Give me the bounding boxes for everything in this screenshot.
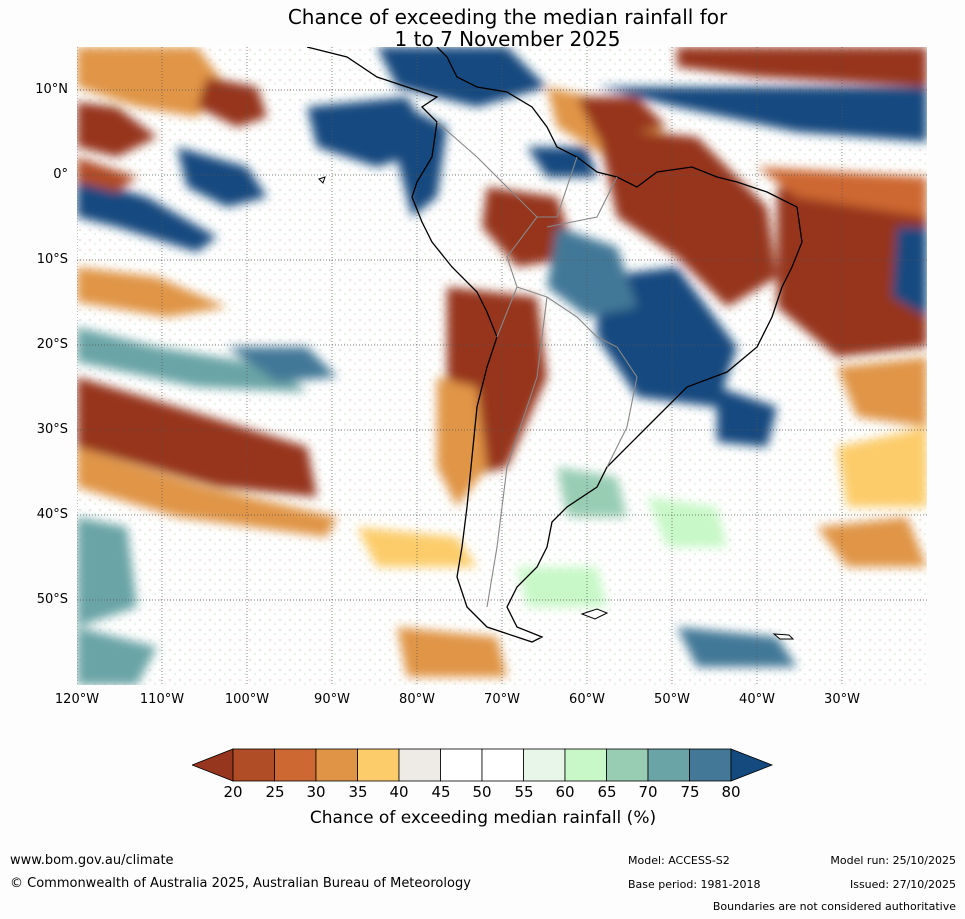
- colorbar-tick: 70: [638, 783, 658, 801]
- lon-label: 110°W: [139, 692, 185, 707]
- lon-label: 100°W: [224, 692, 270, 707]
- model-name: Model: ACCESS-S2: [628, 854, 730, 867]
- south-georgia: [772, 633, 795, 640]
- lat-label: 10°S: [36, 252, 68, 267]
- map-title-line1: Chance of exceeding the median rainfall …: [287, 5, 728, 29]
- colorbar-tick: 20: [223, 783, 243, 801]
- colorbar-cell: [357, 748, 400, 782]
- boundaries-disclaimer: Boundaries are not considered authoritat…: [712, 900, 956, 913]
- colorbar-cell: [232, 748, 275, 782]
- colorbar-tick: 65: [597, 783, 617, 801]
- lon-label: 60°W: [569, 692, 605, 707]
- rainfall-anomaly-fields: [77, 47, 927, 685]
- colorbar-cell: [606, 748, 649, 782]
- country-borders: [436, 121, 638, 608]
- colorbar-label: Chance of exceeding median rainfall (%): [309, 808, 657, 828]
- colorbar-cell: [481, 748, 524, 782]
- lon-label: 70°W: [484, 692, 520, 707]
- colorbar-tick: 60: [555, 783, 575, 801]
- colorbar-cell: [440, 748, 483, 782]
- rainfall-probability-map: [77, 47, 927, 685]
- website-link[interactable]: www.bom.gov.au/climate: [10, 853, 174, 868]
- colorbar-tick: 75: [680, 783, 700, 801]
- colorbar-tick: 35: [348, 783, 368, 801]
- lon-label: 90°W: [314, 692, 350, 707]
- colorbar-extend-low: [192, 748, 234, 782]
- colorbar-tick: 25: [265, 783, 285, 801]
- lat-label: 50°S: [36, 592, 68, 607]
- colorbar-cell: [689, 748, 732, 782]
- lon-label: 80°W: [399, 692, 435, 707]
- lat-label: 10°N: [35, 82, 68, 97]
- colorbar-cell: [274, 748, 317, 782]
- colorbar-cell: [647, 748, 690, 782]
- colorbar-tick: 80: [721, 783, 741, 801]
- colorbar-cell: [523, 748, 566, 782]
- falkland-islands: [580, 608, 609, 620]
- lat-label: 0°: [53, 167, 68, 182]
- colorbar-cell: [564, 748, 607, 782]
- lon-label: 40°W: [739, 692, 775, 707]
- base-period: Base period: 1981-2018: [628, 878, 761, 891]
- colorbar-tick: 40: [389, 783, 409, 801]
- colorbar-tick: 30: [306, 783, 326, 801]
- lon-label: 120°W: [54, 692, 100, 707]
- lon-label: 30°W: [824, 692, 860, 707]
- lat-label: 20°S: [36, 337, 68, 352]
- copyright-text: © Commonwealth of Australia 2025, Austra…: [10, 876, 471, 891]
- colorbar: [192, 748, 774, 782]
- colorbar-extend-high: [730, 748, 774, 782]
- coastline: [306, 47, 803, 643]
- colorbar-tick: 50: [472, 783, 492, 801]
- graticule: [77, 47, 927, 685]
- issued-date: Issued: 27/10/2025: [849, 878, 956, 891]
- colorbar-tick: 45: [431, 783, 451, 801]
- colorbar-tick: 55: [514, 783, 534, 801]
- lat-label: 30°S: [36, 422, 68, 437]
- map-title-line2: 1 to 7 November 2025: [394, 27, 621, 51]
- lat-label: 40°S: [36, 507, 68, 522]
- galapagos-islands: [318, 176, 326, 184]
- colorbar-cell: [315, 748, 358, 782]
- lon-label: 50°W: [654, 692, 690, 707]
- colorbar-cell: [398, 748, 441, 782]
- model-run-date: Model run: 25/10/2025: [830, 854, 956, 867]
